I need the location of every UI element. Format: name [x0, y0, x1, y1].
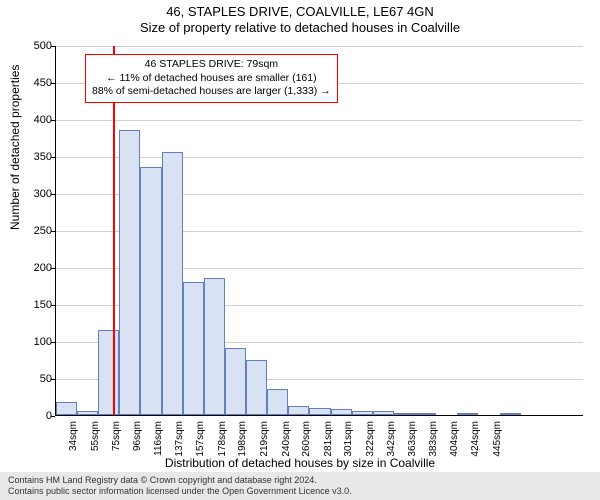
y-tick-mark [51, 231, 55, 232]
callout-line-2: ← 11% of detached houses are smaller (16… [92, 72, 331, 86]
histogram-bar [204, 278, 225, 415]
x-tick-label: 198sqm [237, 421, 248, 457]
attribution-footer: Contains HM Land Registry data © Crown c… [0, 472, 600, 500]
callout-line-3: 88% of semi-detached houses are larger (… [92, 85, 331, 99]
histogram-bar [56, 402, 77, 415]
y-tick-label: 500 [12, 40, 52, 52]
histogram-bar [183, 282, 204, 415]
x-tick-label: 342sqm [386, 421, 397, 457]
x-tick-label: 75sqm [111, 421, 122, 451]
histogram-bar [352, 411, 373, 415]
y-tick-label: 400 [12, 114, 52, 126]
x-tick-label: 55sqm [90, 421, 101, 451]
y-tick-mark [51, 194, 55, 195]
histogram-bar [77, 411, 98, 415]
y-tick-label: 350 [12, 151, 52, 163]
chart-title-block: 46, STAPLES DRIVE, COALVILLE, LE67 4GN S… [0, 0, 600, 35]
y-tick-label: 300 [12, 188, 52, 200]
callout-line-1: 46 STAPLES DRIVE: 79sqm [92, 58, 331, 72]
footer-line-2: Contains public sector information licen… [8, 486, 592, 497]
x-tick-label: 301sqm [343, 421, 354, 457]
y-tick-mark [51, 268, 55, 269]
x-tick-label: 116sqm [153, 421, 164, 456]
histogram-bar [373, 411, 394, 415]
y-axis-label: Number of detached properties [8, 65, 22, 230]
histogram-bar [98, 330, 119, 415]
x-tick-label: 178sqm [217, 421, 228, 457]
x-tick-label: 404sqm [449, 421, 460, 457]
y-tick-mark [51, 342, 55, 343]
y-tick-mark [51, 46, 55, 47]
histogram-bar [162, 152, 183, 415]
histogram-bar [500, 413, 521, 415]
y-tick-label: 450 [12, 77, 52, 89]
title-line-1: 46, STAPLES DRIVE, COALVILLE, LE67 4GN [0, 4, 600, 19]
x-tick-label: 96sqm [132, 421, 143, 451]
x-tick-label: 363sqm [407, 421, 418, 457]
x-tick-label: 34sqm [68, 421, 79, 451]
histogram-bar [288, 406, 309, 415]
histogram-bar [309, 408, 330, 415]
histogram-bar [415, 413, 436, 415]
y-tick-label: 0 [12, 410, 52, 422]
y-tick-mark [51, 379, 55, 380]
y-tick-mark [51, 120, 55, 121]
y-tick-label: 50 [12, 373, 52, 385]
x-tick-label: 383sqm [428, 421, 439, 457]
callout-box: 46 STAPLES DRIVE: 79sqm ← 11% of detache… [85, 54, 338, 103]
y-tick-mark [51, 157, 55, 158]
y-tick-mark [51, 416, 55, 417]
histogram-bar [246, 360, 267, 416]
x-tick-label: 219sqm [259, 421, 270, 457]
x-tick-label: 322sqm [365, 421, 376, 457]
x-tick-label: 157sqm [195, 421, 206, 457]
histogram-bar [225, 348, 246, 415]
x-axis-label: Distribution of detached houses by size … [0, 456, 600, 470]
footer-line-1: Contains HM Land Registry data © Crown c… [8, 475, 592, 486]
histogram-bar [140, 167, 161, 415]
y-tick-mark [51, 83, 55, 84]
grid-line [56, 120, 583, 121]
x-tick-label: 445sqm [492, 421, 503, 457]
y-tick-label: 200 [12, 262, 52, 274]
x-tick-label: 424sqm [470, 421, 481, 457]
y-tick-label: 100 [12, 336, 52, 348]
histogram-bar [457, 413, 478, 415]
x-tick-label: 240sqm [281, 421, 292, 457]
y-tick-label: 250 [12, 225, 52, 237]
y-tick-mark [51, 305, 55, 306]
title-line-2: Size of property relative to detached ho… [0, 20, 600, 35]
histogram-bar [119, 130, 140, 415]
histogram-bar [267, 389, 288, 415]
y-tick-label: 150 [12, 299, 52, 311]
histogram-bar [331, 409, 352, 415]
histogram-bar [394, 413, 415, 415]
grid-line [56, 46, 583, 47]
x-tick-label: 281sqm [323, 421, 334, 457]
x-tick-label: 137sqm [174, 421, 185, 457]
x-tick-label: 260sqm [301, 421, 312, 457]
